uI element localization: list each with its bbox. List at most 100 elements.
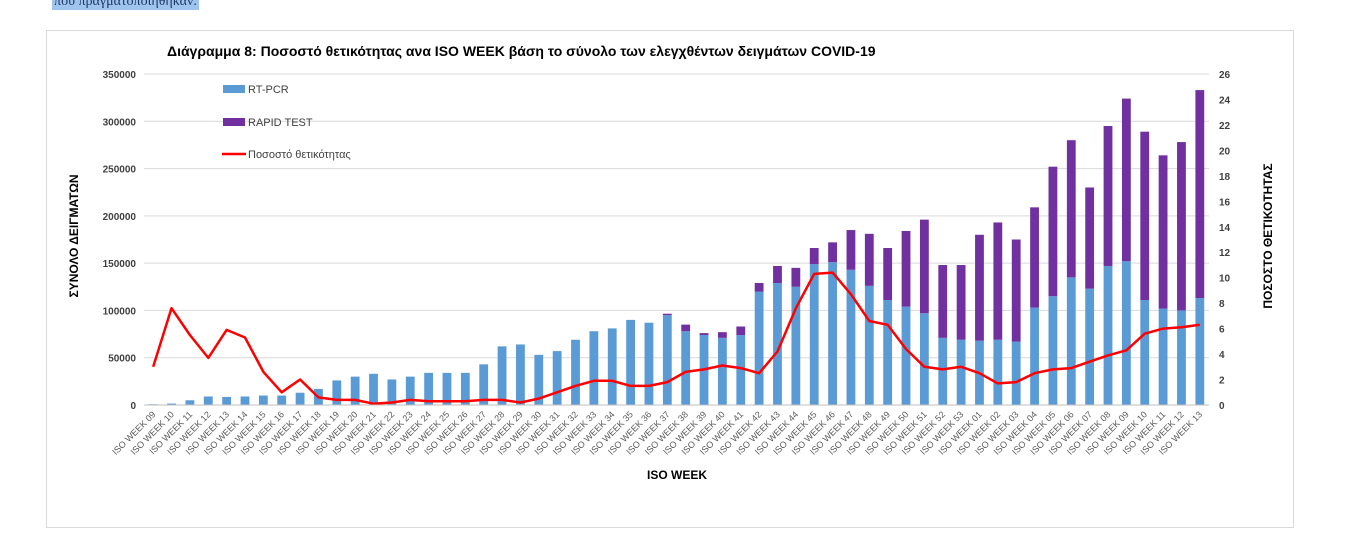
y2-tick-label: 20 xyxy=(1219,146,1231,157)
y-tick-label: 0 xyxy=(130,401,136,412)
bar-rt-pcr xyxy=(1030,307,1039,405)
legend-label: RT-PCR xyxy=(248,84,289,96)
bar-rapid-test xyxy=(1195,90,1205,299)
bar-rt-pcr xyxy=(1140,300,1150,405)
bar-rt-pcr xyxy=(460,372,470,405)
bar-rapid-test xyxy=(1177,142,1186,311)
bar-rt-pcr xyxy=(1011,341,1021,405)
bar-rt-pcr xyxy=(626,319,636,405)
line-positivity-rate xyxy=(152,271,1200,405)
legend: RT-PCR RAPID TEST Ποσοστό θετικότητας xyxy=(222,84,351,161)
bar-rapid-test xyxy=(791,267,801,287)
bar-rapid-test xyxy=(956,265,966,340)
y-tick-label: 350000 xyxy=(103,70,137,81)
y2-tick-label: 0 xyxy=(1219,401,1225,412)
bar-rt-pcr xyxy=(589,331,599,405)
bar-rapid-test xyxy=(993,222,1003,340)
bar-rt-pcr xyxy=(332,380,342,405)
bar-rt-pcr xyxy=(736,335,746,405)
chart-title: Διάγραμμα 8: Ποσοστό θετικότητας ανα ISO… xyxy=(167,43,876,59)
x-axis-title: ISO WEEK xyxy=(647,468,707,482)
bar-rt-pcr xyxy=(1177,310,1186,405)
bar-rt-pcr xyxy=(919,313,929,405)
bar-rapid-test xyxy=(736,326,746,336)
bar-rapid-test xyxy=(717,332,727,338)
y2-tick-label: 4 xyxy=(1219,350,1225,361)
bar-rapid-test xyxy=(1048,166,1058,297)
y-tick-label: 300000 xyxy=(103,117,137,128)
bar-rapid-test xyxy=(846,230,856,270)
bar-rapid-test xyxy=(662,313,672,316)
bar-rt-pcr xyxy=(754,291,764,405)
bar-rapid-test xyxy=(773,265,782,284)
bar-rt-pcr xyxy=(442,372,452,405)
bar-rt-pcr xyxy=(534,354,544,405)
bar-rt-pcr xyxy=(240,396,250,405)
y2-tick-label: 16 xyxy=(1219,197,1231,208)
bar-rapid-test xyxy=(828,242,837,263)
y2-tick-label: 10 xyxy=(1219,274,1231,285)
chart-container: 0 50000 100000 150000 200000 250000 300000 3500… xyxy=(46,30,1294,528)
bar-rt-pcr xyxy=(773,283,782,405)
bar-rt-pcr xyxy=(516,344,525,405)
bar-rt-pcr xyxy=(350,376,360,405)
bar-rt-pcr xyxy=(167,403,176,405)
bar-rt-pcr xyxy=(405,376,415,405)
bar-rt-pcr xyxy=(185,400,195,405)
preceding-paragraph-text: που πραγματοποιήθηκαν. xyxy=(52,0,199,10)
bar-rapid-test xyxy=(809,248,819,265)
bar-rt-pcr xyxy=(607,328,617,405)
bar-rapid-test xyxy=(883,248,893,301)
bar-rt-pcr xyxy=(1066,277,1076,405)
bar-rt-pcr xyxy=(956,339,966,405)
bar-rt-pcr xyxy=(258,395,268,405)
y2-tick-label: 18 xyxy=(1219,172,1231,183)
bar-rapid-test xyxy=(699,333,709,336)
bar-rt-pcr xyxy=(1085,288,1095,405)
bar-rt-pcr xyxy=(846,269,856,405)
bar-rapid-test xyxy=(901,230,911,307)
bar-rt-pcr xyxy=(203,396,213,405)
bar-rapid-test xyxy=(1030,207,1039,308)
bar-rt-pcr xyxy=(681,331,691,405)
legend-swatch xyxy=(223,118,245,126)
bar-rt-pcr xyxy=(1048,296,1058,405)
bar-rt-pcr xyxy=(828,262,837,405)
y2-tick-label: 12 xyxy=(1219,248,1231,259)
bar-rt-pcr xyxy=(1103,265,1113,405)
legend-swatch xyxy=(223,85,245,93)
bar-rt-pcr xyxy=(662,315,672,405)
y2-tick-label: 8 xyxy=(1219,299,1225,310)
bar-rt-pcr xyxy=(424,372,434,405)
y2-tick-label: 22 xyxy=(1219,121,1231,132)
bar-rt-pcr xyxy=(1158,308,1168,405)
y2-tick-label: 6 xyxy=(1219,325,1225,336)
bar-rt-pcr xyxy=(883,300,893,405)
bar-rt-pcr xyxy=(571,339,580,405)
bar-rt-pcr xyxy=(717,337,727,405)
y-tick-label: 50000 xyxy=(108,354,136,365)
bar-rt-pcr xyxy=(791,286,801,405)
bar-rt-pcr xyxy=(222,396,232,405)
y2-axis-title: ΠΟΣΟΣΤΟ ΘΕΤΙΚΟΤΗΤΑΣ xyxy=(1261,163,1275,308)
axes: 0 50000 100000 150000 200000 250000 300000 3500… xyxy=(103,70,1231,457)
bar-rapid-test xyxy=(1140,131,1150,301)
gridlines xyxy=(144,73,1209,406)
bar-rt-pcr xyxy=(864,285,874,405)
bar-rt-pcr xyxy=(295,392,305,405)
legend-label: Ποσοστό θετικότητας xyxy=(248,149,351,161)
bar-rapid-test xyxy=(975,234,984,341)
y2-tick-label: 26 xyxy=(1219,70,1231,81)
bar-rt-pcr xyxy=(809,264,819,405)
bar-rt-pcr xyxy=(1195,298,1205,405)
bar-rapid-test xyxy=(1066,140,1076,278)
bar-rt-pcr xyxy=(479,364,489,405)
legend-label: RAPID TEST xyxy=(248,117,313,129)
y2-tick-label: 2 xyxy=(1219,376,1225,387)
bar-rt-pcr xyxy=(497,346,507,405)
chart-svg: 0 50000 100000 150000 200000 250000 300000 3500… xyxy=(67,43,1275,482)
bar-rt-pcr xyxy=(993,339,1003,405)
bar-rapid-test xyxy=(1158,155,1168,309)
y2-tick-label: 24 xyxy=(1219,95,1231,106)
bar-rapid-test xyxy=(1121,98,1131,262)
